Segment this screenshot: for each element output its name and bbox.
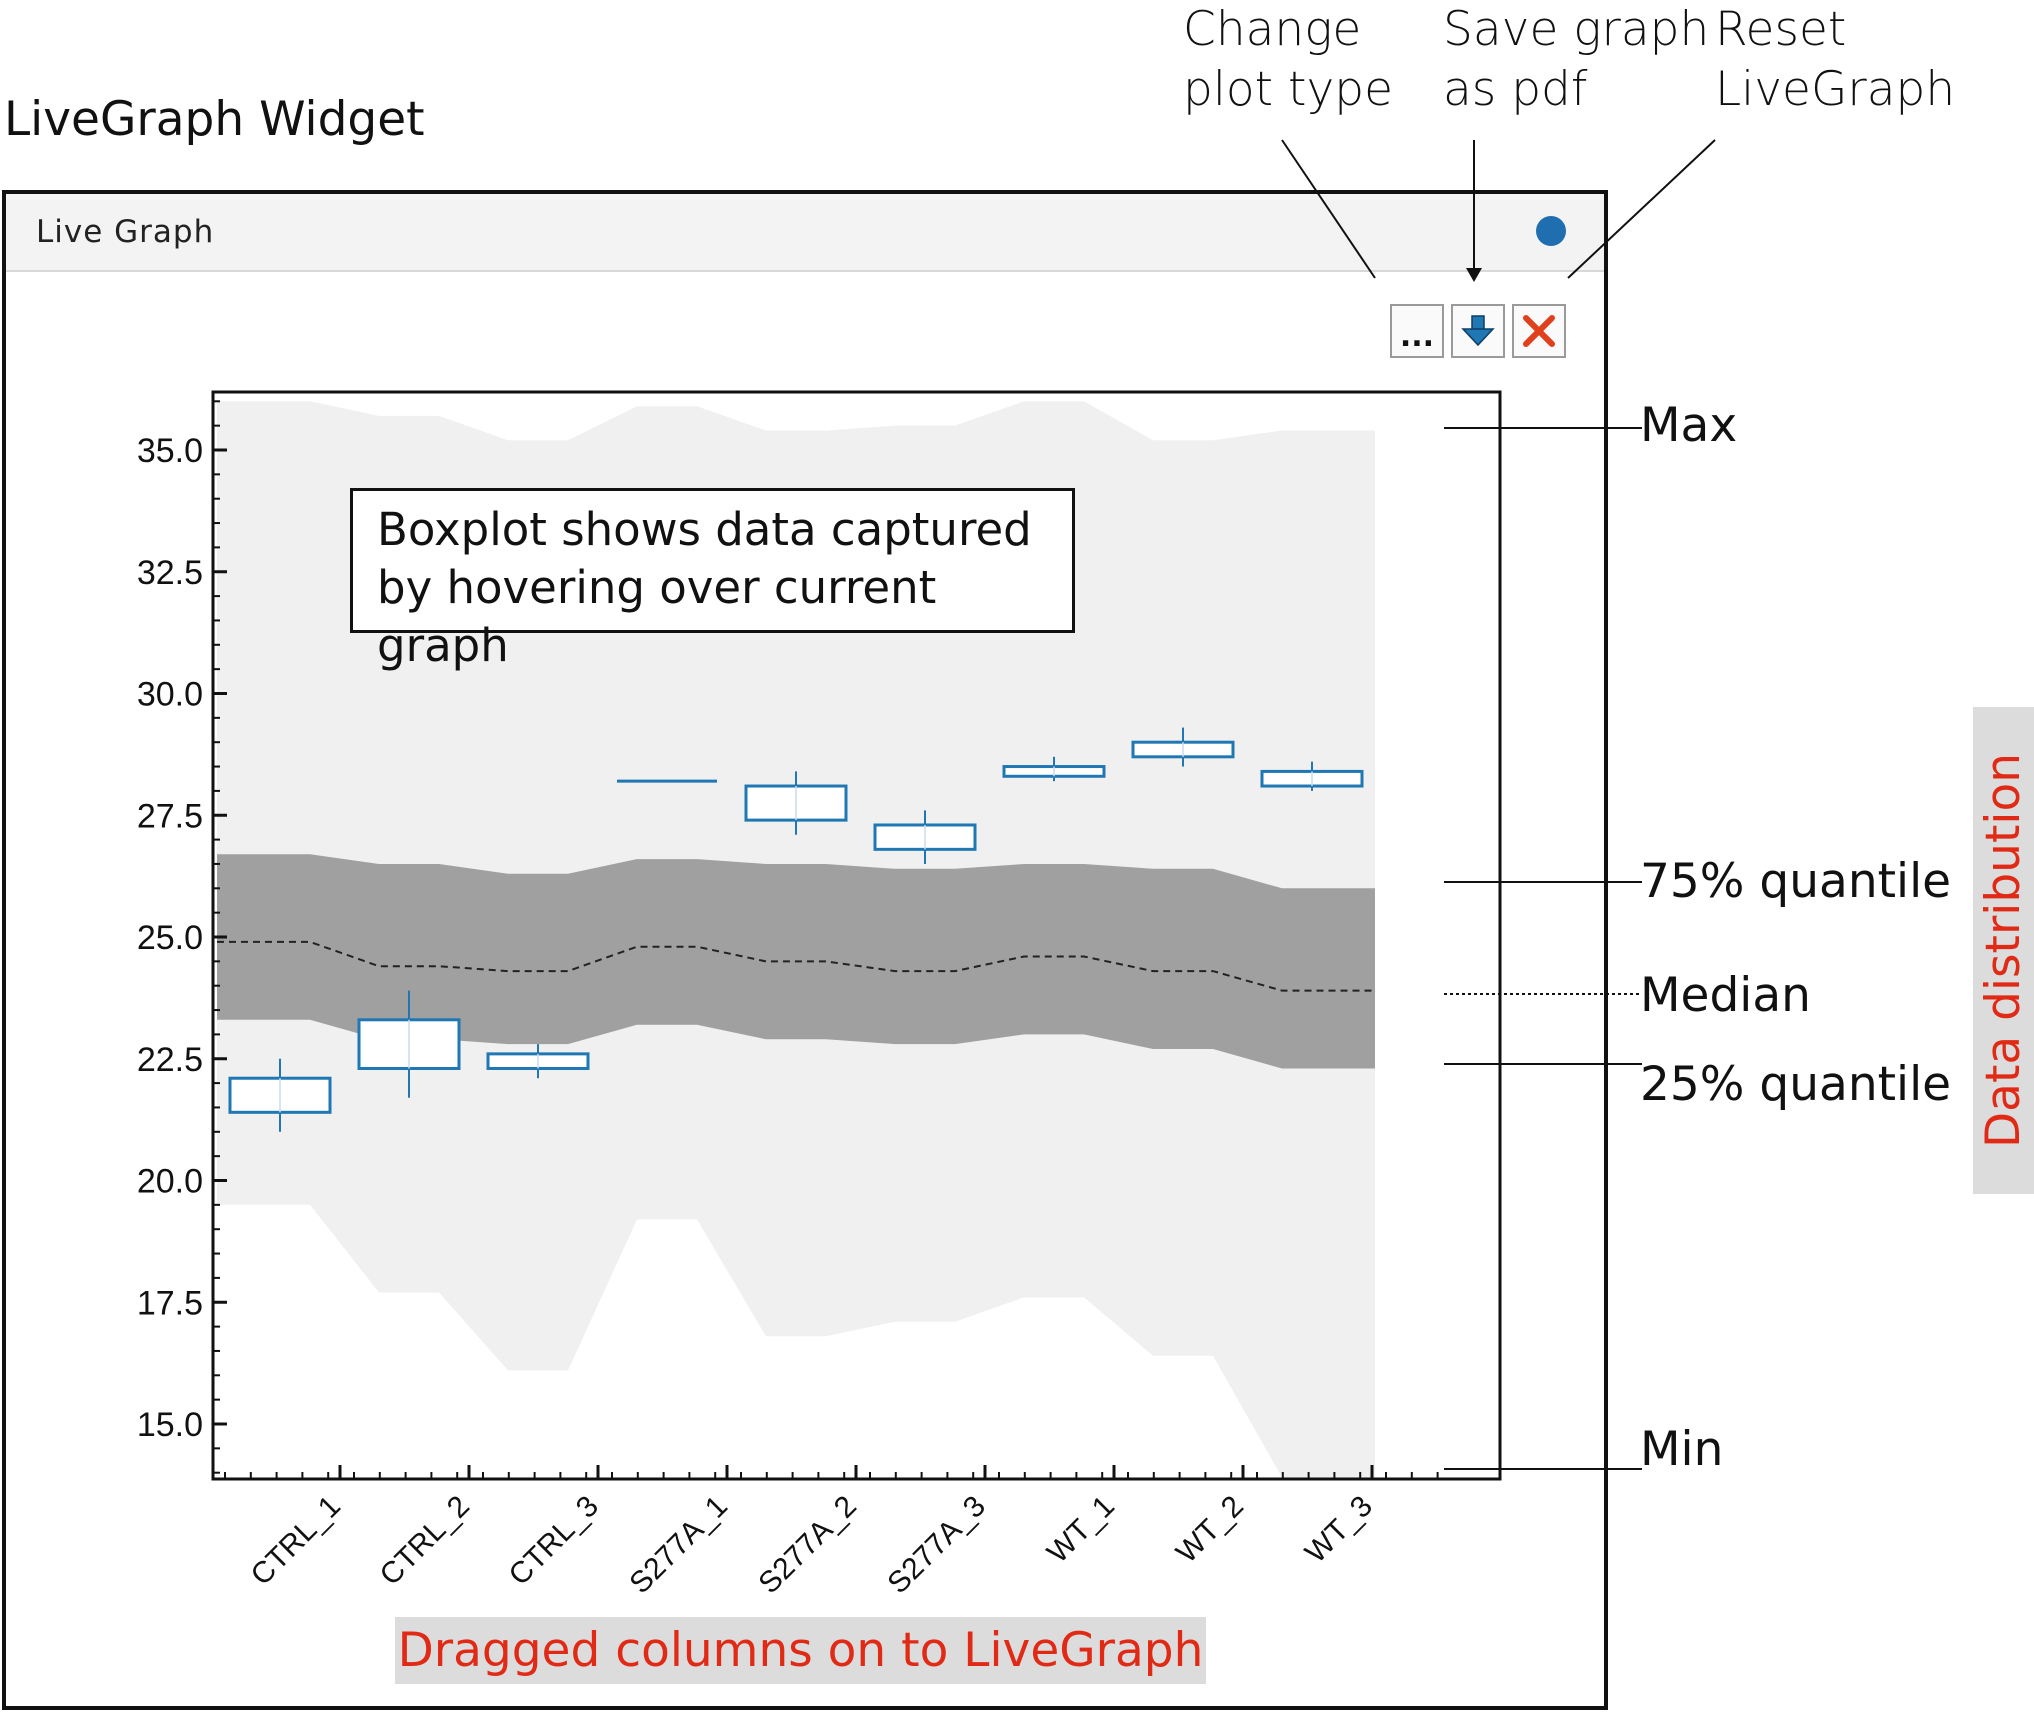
y-tick-label: 35.0 [137,432,203,470]
widget-title: Live Graph [36,214,215,250]
dragged-columns-label: Dragged columns on to LiveGraph [395,1617,1206,1684]
x-tick-label: WT_1 [1041,1490,1121,1570]
callout-reset-livegraph: Reset LiveGraph [1715,0,1955,120]
label-median: Median [1640,968,1811,1023]
boxplot-WT_2 [1131,727,1235,767]
callout-save-graph-line1: Save graph [1443,2,1710,57]
download-arrow-icon [1461,315,1495,347]
boxplot-WT_3 [1260,761,1364,791]
callout-change-plot-type-line1: Change [1183,2,1362,57]
data-distribution-label: Data distribution [1976,752,2032,1149]
callout-save-graph: Save graph as pdf [1443,0,1709,120]
callout-save-graph-line2: as pdf [1443,62,1588,117]
label-q75: 75% quantile [1640,854,1952,909]
label-min: Min [1640,1422,1724,1477]
boxplot-S277A_3 [873,810,977,864]
y-tick-label: 32.5 [137,554,203,592]
boxplot-CTRL_2 [357,990,461,1098]
boxplot-note-line1: Boxplot shows data captured [377,503,1032,556]
widget-titlebar: Live Graph [6,194,1604,272]
distribution-bands [217,401,1375,1478]
x-tick-label: CTRL_2 [374,1490,476,1592]
x-tick-label: S277A_2 [752,1490,863,1601]
y-tick-label: 30.0 [137,676,203,714]
boxplot-note-line2: by hovering over current graph [377,561,937,672]
callout-reset-line2: LiveGraph [1715,62,1956,117]
boxplots [228,727,1364,1132]
leader-lines [1281,139,1716,1470]
y-tick-label: 17.5 [137,1284,203,1322]
boxplot-CTRL_3 [486,1044,590,1079]
x-tick-label: WT_3 [1299,1490,1379,1570]
callout-reset-line1: Reset [1715,2,1847,57]
y-tick-label: 27.5 [137,797,203,835]
y-axis: 15.0 17.5 20.0 22.5 25.0 27.5 30.0 32.5 35.0 [137,400,227,1474]
status-dot-icon [1536,216,1566,246]
y-tick-label: 15.0 [137,1406,203,1444]
save-pdf-button[interactable] [1451,304,1505,358]
change-plot-type-button[interactable]: ... [1390,304,1444,358]
leader-change-plot-type [1281,139,1376,279]
boxplot-note: Boxplot shows data captured by hovering … [350,488,1075,672]
widget-caption: LiveGraph Widget [4,92,425,147]
x-axis: CTRL_1 CTRL_2 CTRL_3 S277A_1 S277A_2 S277A_3 W… [224,1465,1439,1601]
boxplot-WT_1 [1002,756,1106,782]
x-tick-label: S277A_1 [623,1490,734,1601]
x-tick-label: CTRL_3 [503,1490,605,1592]
median-line [217,940,1375,992]
x-tick-label: WT_2 [1170,1490,1250,1570]
boxplot-CTRL_1 [228,1058,332,1132]
ellipsis-icon: ... [1399,319,1435,354]
reset-livegraph-button[interactable] [1512,304,1566,358]
label-q25: 25% quantile [1640,1057,1952,1112]
y-tick-label: 25.0 [137,919,203,957]
leader-save-arrowhead [1466,268,1482,282]
y-tick-label: 20.0 [137,1163,203,1201]
data-distribution-panel [1973,707,2034,1194]
callout-change-plot-type-line2: plot type [1183,62,1394,117]
data-distribution-label-wrap: Data distribution [1973,707,2034,1194]
boxplot-S277A_2 [744,771,848,835]
close-x-icon [1523,315,1555,347]
callout-change-plot-type: Change plot type [1183,0,1393,120]
x-tick-label: CTRL_1 [245,1490,347,1592]
y-tick-label: 22.5 [137,1041,203,1079]
x-tick-label: S277A_3 [881,1490,992,1601]
leader-reset [1567,139,1716,279]
label-max: Max [1640,398,1738,453]
